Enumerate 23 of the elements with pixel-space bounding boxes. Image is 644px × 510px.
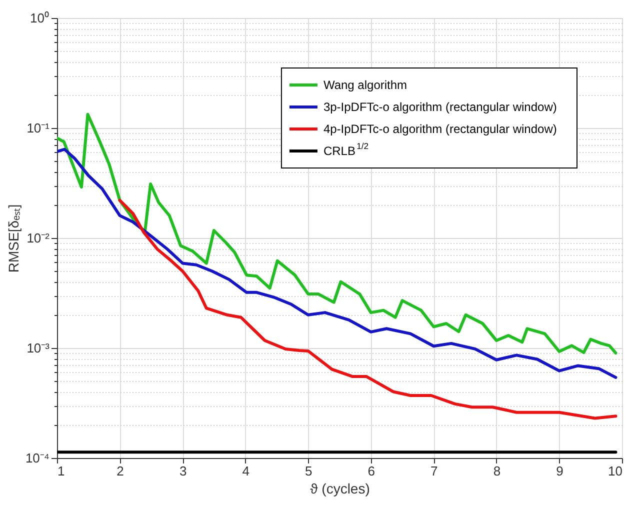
x-tick-label: 2 (116, 464, 124, 478)
x-tick-label: 3 (179, 464, 187, 478)
x-tick-label: 6 (368, 464, 376, 478)
y-tick-label: 10⁰ (30, 10, 50, 26)
legend-label: Wang algorithm (323, 78, 408, 92)
y-tick-label: 10⁻³ (26, 340, 50, 356)
x-tick-label: 4 (242, 464, 250, 478)
legend-label: 3p-IpDFTc-o algorithm (rectangular window) (323, 100, 557, 114)
legend-label: 4p-IpDFTc-o algorithm (rectangular window) (323, 122, 557, 136)
x-tick-label: 10 (608, 464, 622, 478)
x-tick-label: 1 (58, 464, 65, 478)
x-axis-title: ϑ (cycles) (310, 480, 370, 496)
line-series (57, 148, 618, 379)
y-axis-title: RMSE[δₑₛₜ] (5, 204, 22, 273)
x-tick-label: 8 (493, 464, 501, 478)
x-tick-label: 9 (556, 464, 564, 478)
y-tick-label: 10⁻¹ (26, 120, 50, 136)
line-series (57, 112, 618, 355)
x-tick-label: 5 (304, 464, 312, 478)
line-series (118, 198, 618, 420)
x-tick-label: 7 (430, 464, 438, 478)
y-tick-label: 10⁻² (26, 230, 50, 246)
y-tick-label: 10⁻⁴ (25, 450, 50, 466)
